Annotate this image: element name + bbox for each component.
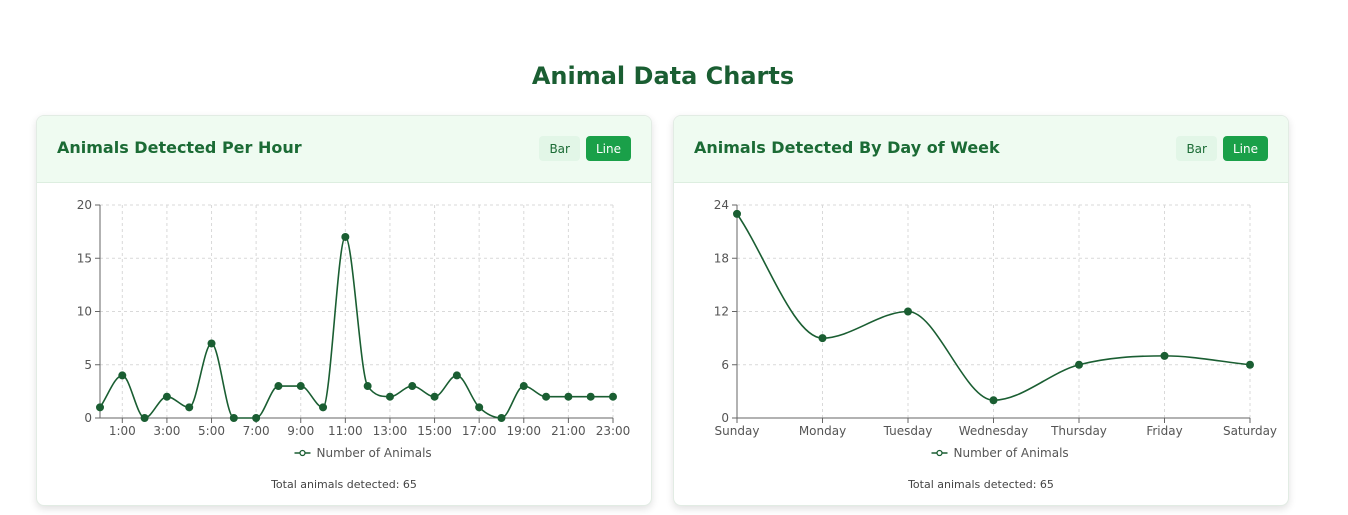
data-point[interactable] [363,382,372,391]
data-point[interactable] [296,382,305,391]
y-tick-label: 6 [721,358,729,372]
legend-swatch-marker [299,449,306,457]
data-point[interactable] [818,334,827,343]
x-tick-label: Saturday [1223,424,1277,438]
x-tick-label: 13:00 [373,424,408,438]
y-tick-label: 24 [714,198,729,212]
data-point[interactable] [229,414,238,422]
data-point[interactable] [475,403,484,412]
data-point[interactable] [1075,360,1083,369]
data-point[interactable] [1246,360,1254,369]
weekday-chart-title: Animals Detected By Day of Week [694,138,1000,157]
y-tick-label: 10 [77,305,92,319]
data-point[interactable] [430,392,439,401]
weekday-total-text: Total animals detected: 65 [908,478,1054,491]
legend-swatch-marker [936,449,943,457]
data-point[interactable] [609,392,617,401]
x-tick-label: 7:00 [243,424,270,438]
data-point[interactable] [385,392,394,401]
hourly-chart-type-toggle: Bar Line [539,136,631,161]
data-point[interactable] [989,396,998,405]
data-point[interactable] [252,414,261,422]
data-point[interactable] [118,371,127,380]
x-tick-label: 5:00 [198,424,225,438]
data-point[interactable] [542,392,551,401]
data-point[interactable] [408,382,417,391]
x-tick-label: Friday [1146,424,1182,438]
x-tick-label: 9:00 [287,424,314,438]
weekday-chart-header: Animals Detected By Day of Week Bar Line [674,116,1288,183]
x-tick-label: Tuesday [883,424,933,438]
data-point[interactable] [452,371,461,380]
y-tick-label: 12 [714,305,729,319]
data-point[interactable] [497,414,506,422]
x-tick-label: 15:00 [417,424,452,438]
hourly-chart-card: Animals Detected Per Hour Bar Line 0 5 10 1… [36,115,652,506]
x-tick-label: Thursday [1050,424,1107,438]
hourly-line-button[interactable]: Line [585,136,631,161]
data-point[interactable] [319,403,328,412]
x-tick-label: 11:00 [328,424,363,438]
weekday-bar-button[interactable]: Bar [1176,136,1217,161]
x-tick-label: 1:00 [109,424,136,438]
weekday-chart-type-toggle: Bar Line [1176,136,1268,161]
x-tick-label: 23:00 [596,424,631,438]
hourly-chart-title: Animals Detected Per Hour [57,138,302,157]
weekday-chart-card: Animals Detected By Day of Week Bar Line… [673,115,1289,506]
hourly-line-chart: 0 5 10 15 20 1:00 3:00 5:00 7:00 9:00 11:00 13:00 15… [77,198,631,460]
x-tick-label: 17:00 [462,424,497,438]
y-tick-label: 20 [77,198,92,212]
x-tick-label: Monday [799,424,846,438]
data-point[interactable] [140,414,149,422]
weekday-line-button[interactable]: Line [1222,136,1268,161]
data-point[interactable] [586,392,595,401]
data-point[interactable] [96,403,104,412]
y-tick-label: 5 [84,358,92,372]
x-tick-label: 19:00 [506,424,541,438]
data-point[interactable] [1160,351,1169,360]
data-point[interactable] [341,232,350,241]
y-tick-label: 18 [714,251,729,265]
hourly-chart-header: Animals Detected Per Hour Bar Line [37,116,651,183]
page-title: Animal Data Charts [531,62,795,90]
data-point[interactable] [733,209,741,218]
y-tick-label: 15 [77,251,92,265]
data-point[interactable] [162,392,171,401]
x-tick-label: Sunday [715,424,760,438]
data-point[interactable] [519,382,528,391]
data-point[interactable] [185,403,194,412]
x-tick-label: 21:00 [551,424,586,438]
series-line [99,236,613,419]
weekday-line-chart: 0 6 12 18 24 Sunday Monday Tuesday Wednesday Thur… [714,198,1277,460]
x-tick-label: 3:00 [153,424,180,438]
data-point[interactable] [274,382,283,391]
data-point[interactable] [564,392,573,401]
data-point[interactable] [207,339,216,348]
legend-label: Number of Animals [317,446,432,460]
y-tick-label: 0 [84,411,92,425]
x-tick-label: Wednesday [959,424,1028,438]
hourly-bar-button[interactable]: Bar [539,136,580,161]
legend-label: Number of Animals [954,446,1069,460]
y-tick-label: 0 [721,411,729,425]
data-point[interactable] [904,307,912,316]
hourly-total-text: Total animals detected: 65 [271,478,417,491]
